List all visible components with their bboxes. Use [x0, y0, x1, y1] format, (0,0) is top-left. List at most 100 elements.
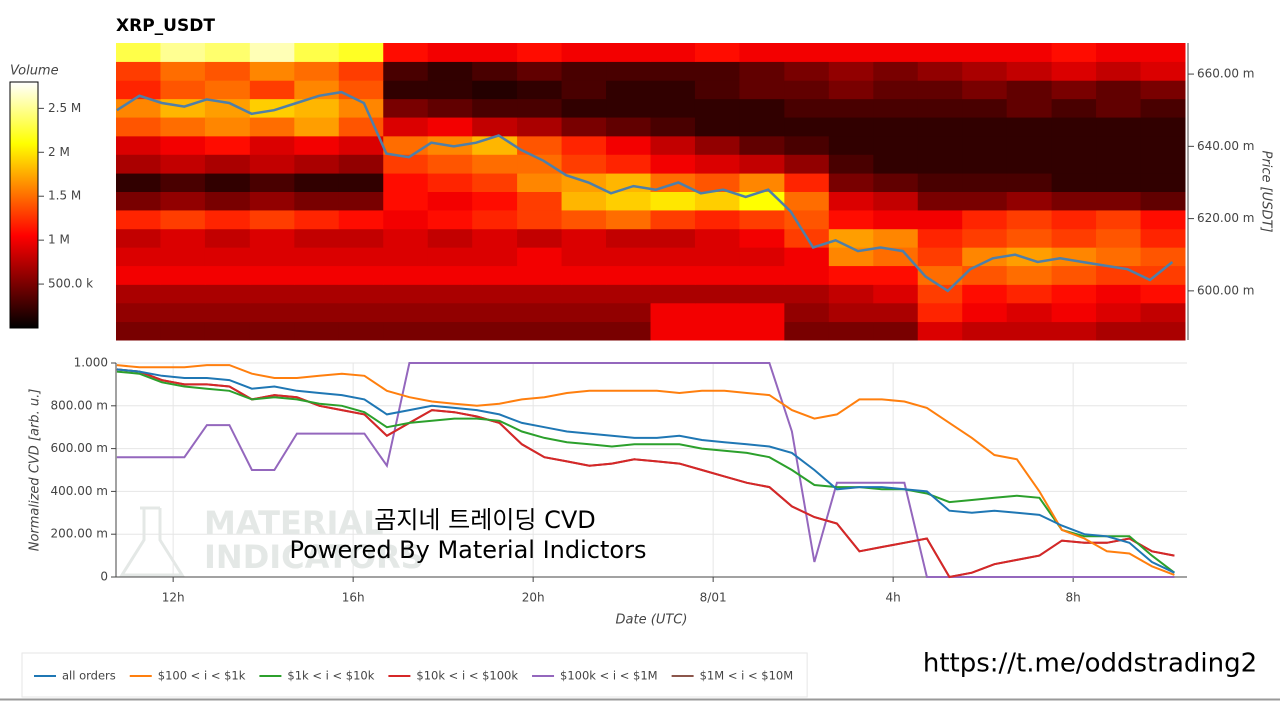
heat-cell — [204, 209, 251, 230]
heat-cell — [1096, 321, 1142, 341]
heat-cell — [873, 43, 919, 62]
heat-cell — [1051, 80, 1097, 100]
colorbar-title: Volume — [10, 64, 59, 79]
y-tick-label: 600.00 m — [51, 441, 109, 455]
heat-cell — [917, 154, 963, 174]
heat-cell — [160, 247, 206, 267]
heat-cell — [338, 228, 384, 248]
x-tick-label: 12h — [162, 591, 185, 605]
heat-cell — [427, 117, 473, 137]
heat-cell — [472, 321, 518, 341]
legend-label: $1k < i < $10k — [287, 669, 374, 683]
heat-cell — [1140, 98, 1186, 118]
series-line — [116, 368, 1175, 574]
heat-cell — [1006, 209, 1053, 230]
heat-cell — [204, 43, 251, 62]
heat-cell — [294, 284, 340, 304]
heat-cell — [517, 191, 563, 211]
heat-cell — [338, 43, 384, 62]
heat-cell — [1051, 43, 1097, 62]
legend-label: all orders — [62, 669, 116, 683]
heat-cell — [383, 117, 429, 137]
heat-cell — [294, 265, 340, 285]
heat-cell — [606, 154, 651, 174]
series-line — [116, 370, 1176, 574]
heat-cell — [828, 154, 874, 174]
heat-cell — [606, 321, 651, 341]
heat-cell — [116, 247, 161, 267]
heat-cell — [427, 80, 473, 100]
heat-cell — [694, 265, 740, 285]
heat-cell — [739, 154, 785, 174]
x-axis-label: Date (UTC) — [616, 613, 688, 628]
heat-cell — [1006, 98, 1053, 118]
heat-cell — [517, 247, 563, 267]
heat-cell — [1051, 284, 1097, 304]
heat-cell — [427, 302, 473, 323]
heat-cell — [606, 61, 651, 81]
heat-cell — [1096, 135, 1142, 155]
heat-cell — [828, 247, 874, 267]
series-line — [116, 364, 1175, 576]
heat-cell — [338, 247, 384, 267]
heat-cell — [116, 321, 161, 341]
heat-cell — [427, 154, 473, 174]
heat-cell — [204, 98, 251, 118]
heat-cell — [472, 61, 518, 81]
heat-cell — [294, 228, 340, 248]
heat-cell — [160, 154, 206, 174]
heat-cell — [694, 154, 740, 174]
heat-cell — [962, 61, 1008, 81]
heat-cell — [249, 191, 295, 211]
series-line — [116, 362, 1175, 578]
heat-cell — [828, 98, 874, 118]
heat-cell — [650, 98, 696, 118]
heat-cell — [1140, 321, 1186, 341]
heat-cell — [383, 302, 429, 323]
y-tick-label: 640.00 m — [1197, 139, 1255, 153]
price-line — [116, 90, 1174, 293]
heat-cell — [606, 228, 651, 248]
heat-cell — [1096, 173, 1142, 192]
heat-cell — [962, 98, 1008, 118]
heat-cell — [294, 191, 340, 211]
heat-cell — [828, 321, 874, 341]
heat-cell — [160, 265, 206, 285]
heat-cell — [1140, 247, 1186, 267]
y-axis-label: Normalized CVD [arb. u.] — [28, 389, 43, 552]
heat-cell — [116, 209, 161, 230]
heat-cell — [873, 284, 919, 304]
heat-cell — [1140, 135, 1186, 155]
heat-cell — [204, 321, 251, 341]
heat-cell — [917, 209, 963, 230]
heat-cell — [917, 98, 963, 118]
heat-cell — [650, 228, 696, 248]
heat-cell — [204, 154, 251, 174]
heat-cell — [1051, 173, 1097, 192]
heat-cell — [784, 321, 830, 341]
heat-cell — [917, 135, 963, 155]
heat-cell — [204, 80, 251, 100]
heat-cell — [249, 117, 295, 137]
heat-cell — [472, 98, 518, 118]
heat-cell — [873, 302, 919, 323]
heat-cell — [1140, 302, 1186, 323]
heat-cell — [962, 173, 1008, 192]
heat-cell — [784, 154, 830, 174]
heat-cell — [1006, 154, 1053, 174]
heat-cell — [561, 228, 607, 248]
heat-cell — [694, 228, 740, 248]
heat-cell — [650, 43, 696, 62]
heat-cell — [427, 228, 473, 248]
heat-cell — [294, 98, 340, 118]
legend-label: $100 < i < $1k — [158, 669, 246, 683]
heat-cell — [828, 80, 874, 100]
heat-cell — [606, 43, 651, 62]
heat-cell — [694, 191, 740, 211]
heat-cell — [249, 61, 295, 81]
heat-cell — [472, 209, 518, 230]
heat-cell — [606, 135, 651, 155]
heat-cell — [517, 154, 563, 174]
heat-cell — [1006, 173, 1053, 192]
heat-cell — [694, 80, 740, 100]
